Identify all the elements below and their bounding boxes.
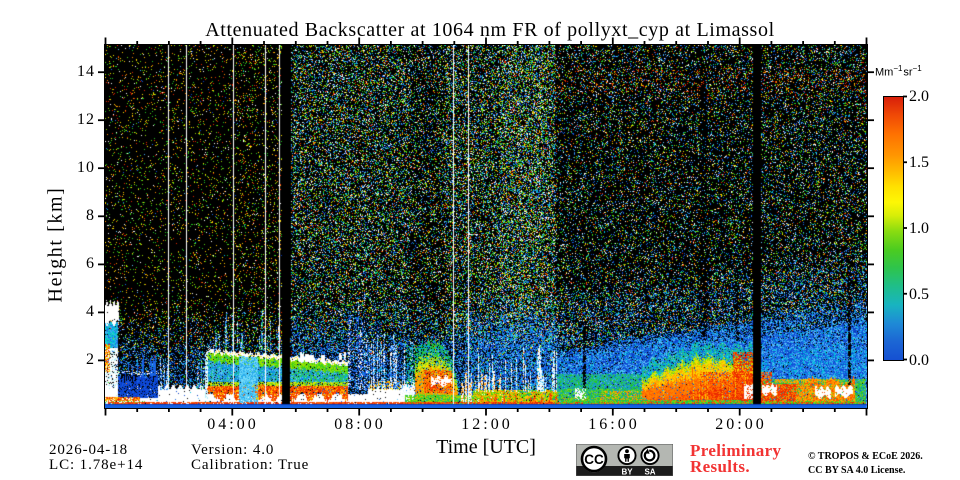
svg-text:BY: BY bbox=[621, 468, 633, 477]
svg-text:SA: SA bbox=[644, 468, 655, 477]
svg-text:CC: CC bbox=[584, 452, 604, 467]
